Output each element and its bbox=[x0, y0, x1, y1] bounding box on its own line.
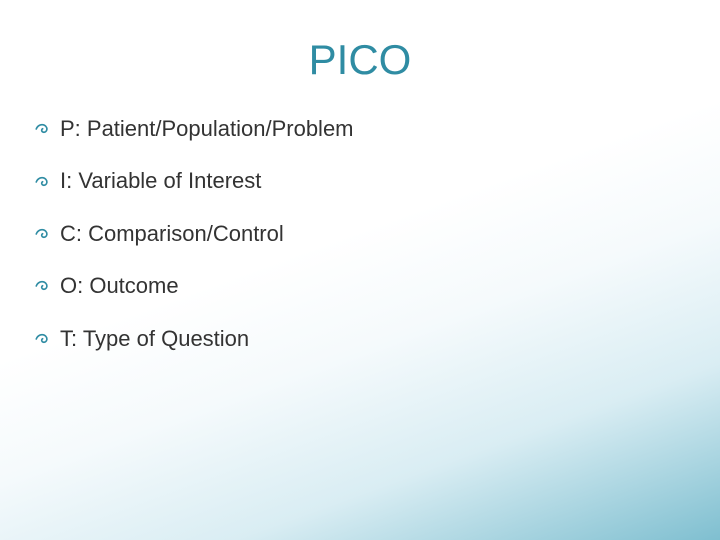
bullet-text: O: Outcome bbox=[60, 273, 179, 299]
swirl-bullet-icon bbox=[34, 173, 52, 191]
swirl-bullet-icon bbox=[34, 330, 52, 348]
list-item: T: Type of Question bbox=[34, 326, 690, 352]
swirl-bullet-icon bbox=[34, 225, 52, 243]
swirl-bullet-icon bbox=[34, 120, 52, 138]
bullet-text: I: Variable of Interest bbox=[60, 168, 261, 194]
list-item: C: Comparison/Control bbox=[34, 221, 690, 247]
list-item: I: Variable of Interest bbox=[34, 168, 690, 194]
list-item: P: Patient/Population/Problem bbox=[34, 116, 690, 142]
slide-title: PICO bbox=[30, 36, 690, 84]
list-item: O: Outcome bbox=[34, 273, 690, 299]
bullet-text: P: Patient/Population/Problem bbox=[60, 116, 354, 142]
bullet-text: C: Comparison/Control bbox=[60, 221, 284, 247]
slide-container: PICO P: Patient/Population/Problem I: Va… bbox=[0, 0, 720, 540]
swirl-bullet-icon bbox=[34, 277, 52, 295]
bullet-list: P: Patient/Population/Problem I: Variabl… bbox=[30, 116, 690, 352]
bullet-text: T: Type of Question bbox=[60, 326, 249, 352]
